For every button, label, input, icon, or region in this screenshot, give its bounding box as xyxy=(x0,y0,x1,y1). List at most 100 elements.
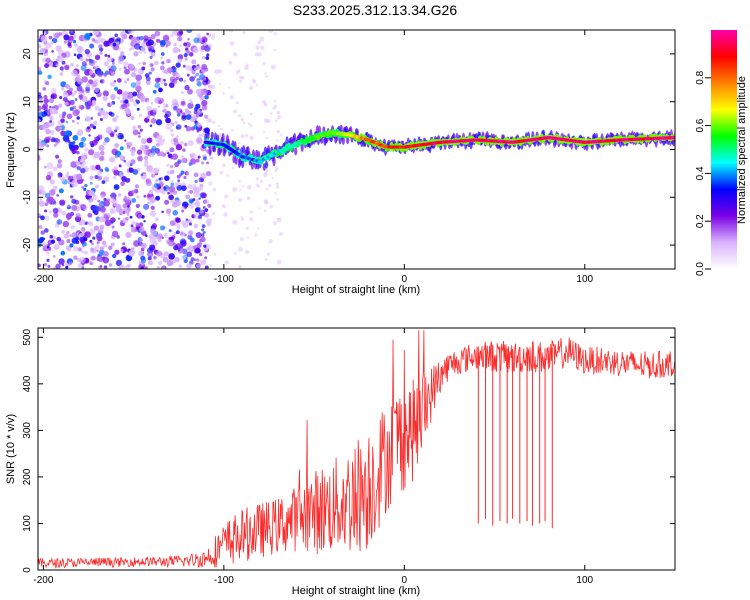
colorbar-tick-label: 0.0 xyxy=(695,262,706,276)
noise-speck xyxy=(151,173,156,178)
noise-speck xyxy=(275,166,279,171)
noise-speck xyxy=(94,136,97,140)
noise-speck xyxy=(195,103,201,109)
noise-speck xyxy=(117,55,125,62)
noise-speck xyxy=(172,78,178,84)
noise-speck xyxy=(124,99,129,104)
noise-speck xyxy=(160,52,165,56)
noise-speck xyxy=(99,80,103,83)
noise-speck xyxy=(97,199,101,203)
noise-speck xyxy=(124,139,127,142)
noise-speck xyxy=(196,81,202,87)
colorbar-ticks: 0.0 0.2 0.4 0.6 0.8 xyxy=(695,70,711,276)
noise-speck xyxy=(232,219,238,225)
noise-speck xyxy=(89,239,93,243)
noise-speck xyxy=(191,65,196,69)
noise-speck xyxy=(212,187,217,192)
noise-speck xyxy=(56,138,61,143)
noise-speck xyxy=(174,121,178,125)
noise-speck xyxy=(194,247,201,254)
noise-speck xyxy=(50,94,55,99)
noise-speck xyxy=(177,224,181,227)
noise-speck xyxy=(176,174,181,179)
noise-speck xyxy=(80,227,86,232)
noise-speck xyxy=(76,150,80,155)
noise-speck xyxy=(119,146,124,151)
noise-speck xyxy=(100,107,104,111)
noise-speck xyxy=(105,168,110,173)
noise-speck xyxy=(206,53,210,57)
noise-speck xyxy=(175,62,181,68)
noise-speck xyxy=(229,95,234,100)
noise-speck xyxy=(71,69,78,77)
noise-speck xyxy=(76,247,80,251)
noise-speck xyxy=(86,82,91,88)
noise-speck xyxy=(48,97,55,104)
noise-speck xyxy=(44,63,50,69)
noise-speck xyxy=(166,163,170,168)
noise-speck xyxy=(59,96,63,100)
noise-speck xyxy=(203,244,207,248)
noise-speck xyxy=(137,155,143,162)
noise-speck xyxy=(198,241,202,246)
noise-speck xyxy=(120,51,125,56)
noise-speck xyxy=(183,175,187,180)
noise-speck xyxy=(168,237,171,240)
ridge-halo xyxy=(320,137,324,144)
noise-speck xyxy=(265,74,269,78)
noise-speck xyxy=(102,113,109,120)
noise-speck xyxy=(249,217,254,222)
noise-speck xyxy=(238,197,243,203)
noise-speck xyxy=(150,102,154,105)
noise-speck xyxy=(259,36,265,42)
noise-speck xyxy=(71,237,78,244)
noise-speck xyxy=(126,78,130,81)
noise-speck xyxy=(181,209,185,213)
noise-speck xyxy=(65,265,69,269)
ridge-halo xyxy=(208,144,212,157)
noise-speck xyxy=(122,211,126,214)
noise-speck xyxy=(143,51,147,54)
spectrogram-y-ticks: -20 -10 0 10 20 xyxy=(22,48,675,252)
noise-speck xyxy=(155,195,161,201)
noise-speck xyxy=(66,230,70,235)
noise-speck xyxy=(138,62,141,65)
noise-speck xyxy=(154,77,161,83)
noise-speck xyxy=(232,186,238,192)
noise-speck xyxy=(273,48,277,52)
noise-speck xyxy=(130,152,135,156)
noise-speck xyxy=(188,231,193,236)
noise-speck xyxy=(38,145,45,152)
noise-speck xyxy=(199,187,203,191)
noise-speck xyxy=(38,111,45,119)
noise-speck xyxy=(87,212,93,218)
noise-speck xyxy=(128,63,135,69)
noise-speck xyxy=(42,103,49,109)
colorbar-tick-label: 0.2 xyxy=(695,214,706,228)
noise-speck xyxy=(61,210,67,216)
noise-speck xyxy=(278,232,283,236)
noise-speck xyxy=(130,224,134,228)
noise-speck xyxy=(263,172,268,178)
noise-speck xyxy=(188,263,193,268)
noise-speck xyxy=(61,60,66,65)
noise-speck xyxy=(85,116,91,123)
noise-speck xyxy=(73,144,79,151)
spectrogram-x-ticks: -200 -100 0 100 xyxy=(33,30,594,285)
noise-speck xyxy=(139,95,146,102)
noise-speck xyxy=(85,58,89,62)
noise-speck xyxy=(68,261,73,266)
noise-speck xyxy=(167,59,171,63)
noise-speck xyxy=(136,195,140,199)
noise-speck xyxy=(190,257,195,262)
noise-speck xyxy=(204,95,209,100)
noise-speck xyxy=(206,161,209,165)
noise-speck xyxy=(63,40,67,44)
noise-speck xyxy=(275,185,279,189)
noise-speck xyxy=(187,190,190,193)
noise-speck xyxy=(61,87,65,91)
colorbar-label: Normalized spectral amplitude xyxy=(736,76,748,224)
noise-speck xyxy=(40,35,48,43)
noise-speck xyxy=(147,39,154,46)
noise-speck xyxy=(196,263,202,269)
